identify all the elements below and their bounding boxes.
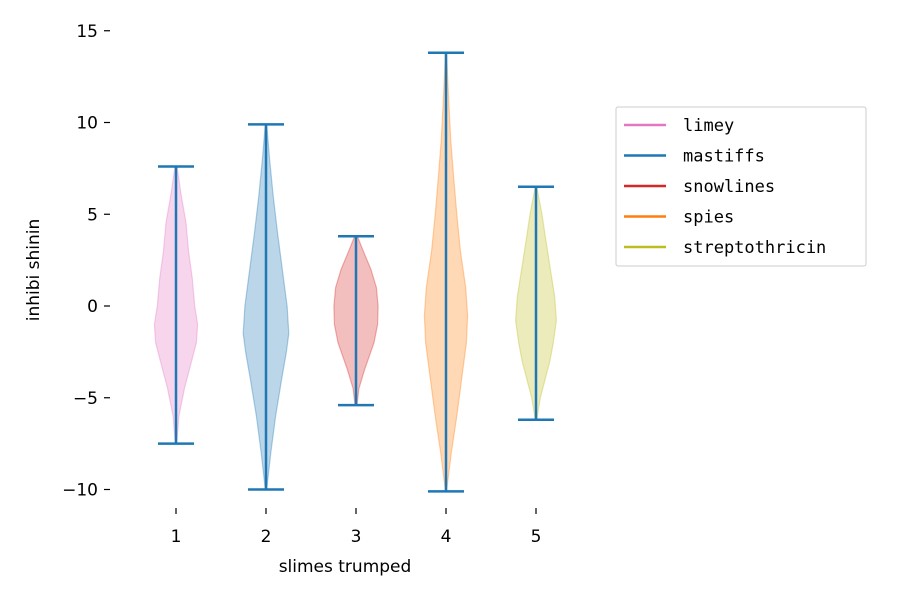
y-axis-label: inhibi shinin xyxy=(24,219,44,322)
legend-label-streptothricin: streptothricin xyxy=(683,238,826,258)
legend-label-snowlines: snowlines xyxy=(683,177,775,197)
x-tick-label: 5 xyxy=(531,527,542,547)
legend-label-mastiffs: mastiffs xyxy=(683,147,765,167)
x-axis: 1 2 3 4 5 xyxy=(171,508,542,547)
legend-label-limey: limey xyxy=(683,116,734,136)
legend-label-spies: spies xyxy=(683,208,734,228)
x-tick-label: 1 xyxy=(171,527,182,547)
legend: limey mastiffs snowlines spies streptothrici… xyxy=(616,107,866,266)
y-axis: 15 10 5 0 −5 −10 xyxy=(62,22,110,501)
y-tick-label: 5 xyxy=(87,205,98,225)
x-tick-label: 2 xyxy=(261,527,272,547)
y-tick-label: −5 xyxy=(73,389,98,409)
y-tick-label: 0 xyxy=(87,297,98,317)
x-tick-label: 4 xyxy=(441,527,452,547)
x-axis-label: slimes trumped xyxy=(279,557,412,577)
y-tick-label: −10 xyxy=(62,481,98,501)
y-tick-label: 15 xyxy=(76,22,98,42)
y-tick-label: 10 xyxy=(76,114,98,134)
x-tick-label: 3 xyxy=(351,527,362,547)
violin-group xyxy=(154,53,556,492)
